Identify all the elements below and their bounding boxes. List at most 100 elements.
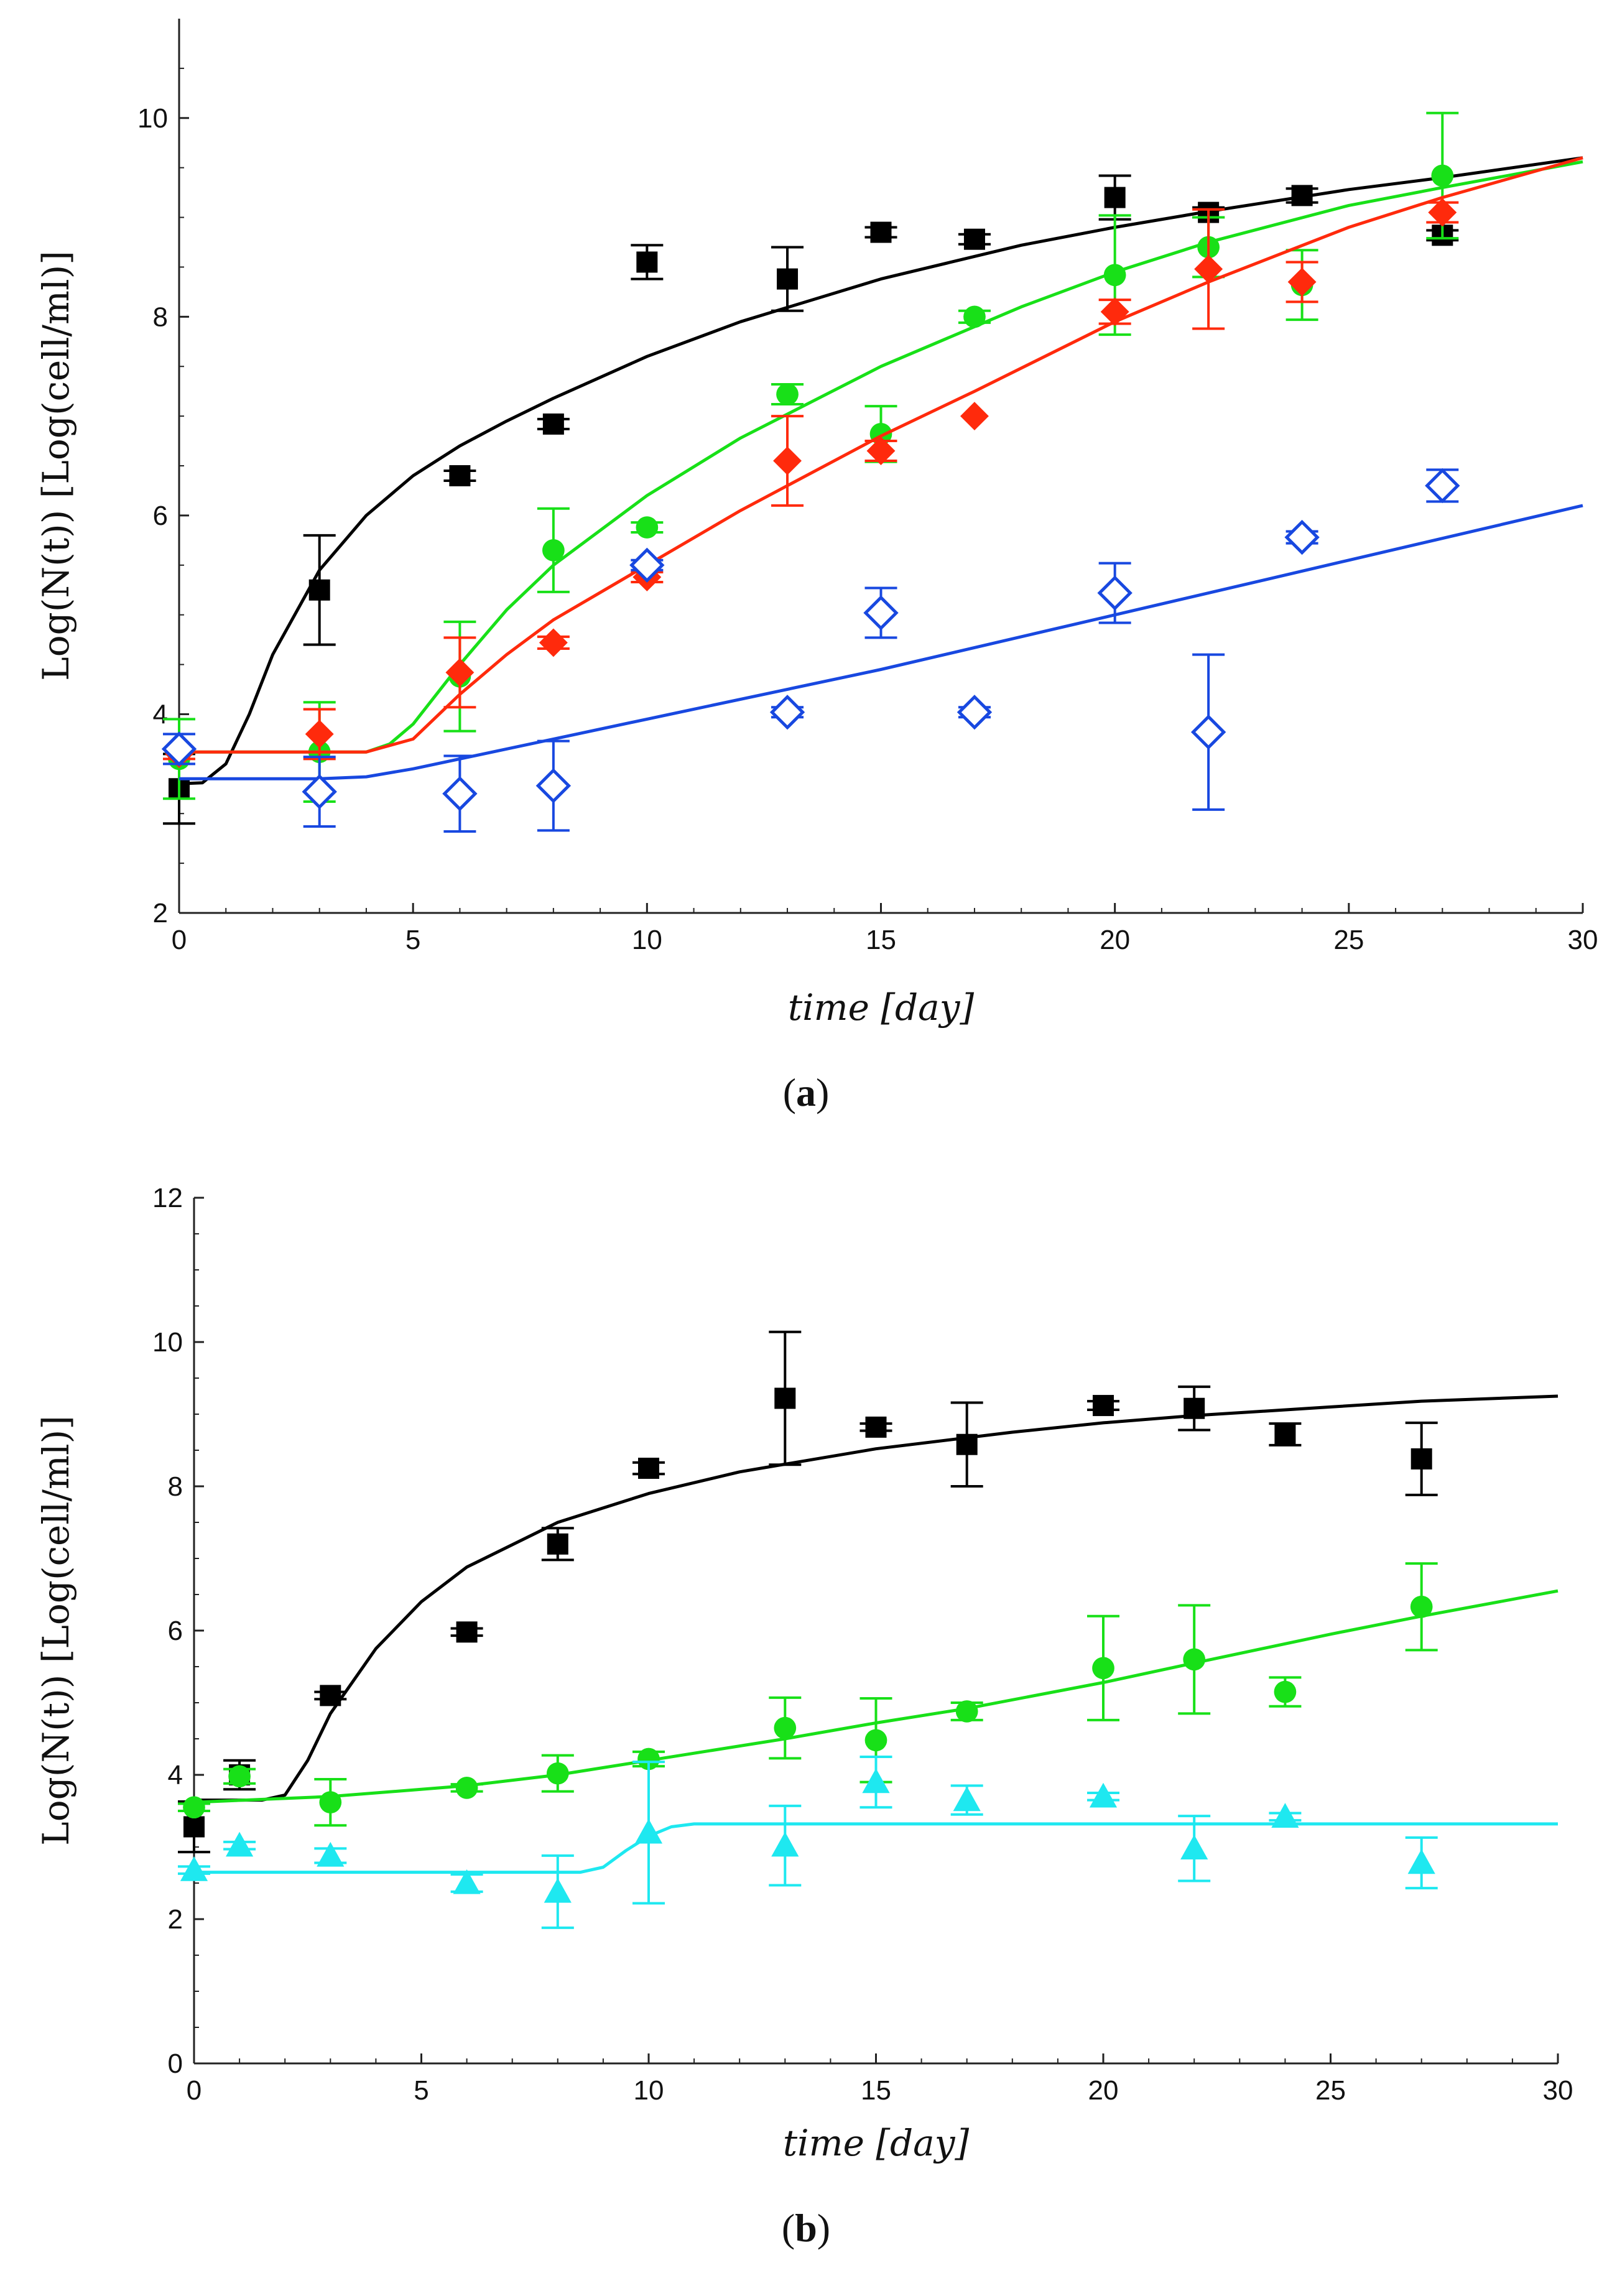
data-point xyxy=(1093,1395,1114,1417)
data-point xyxy=(777,268,799,290)
data-point xyxy=(547,1533,568,1555)
data-point xyxy=(546,1762,569,1785)
panel-caption-b: (b) xyxy=(781,2206,831,2250)
data-point xyxy=(1274,1680,1297,1703)
x-tick-label: 15 xyxy=(866,925,896,955)
data-point xyxy=(1425,468,1460,504)
data-point xyxy=(629,547,665,583)
data-point xyxy=(1194,254,1223,284)
series-1 xyxy=(163,111,1583,803)
data-point xyxy=(161,731,197,767)
y-axis-label-text: Log(N(t)) [Log(cell/ml)] xyxy=(35,1415,77,1846)
data-point xyxy=(638,1458,659,1479)
data-point xyxy=(865,1416,887,1438)
x-tick-label: 5 xyxy=(414,2075,428,2106)
y-axis-label: Log(N(t)) [Log(cell/ml)] xyxy=(35,1415,77,1846)
data-point xyxy=(1407,1849,1435,1874)
x-tick-label: 15 xyxy=(861,2075,891,2106)
data-point xyxy=(320,1685,341,1706)
data-point xyxy=(1431,164,1454,187)
y-tick-label: 2 xyxy=(168,1904,183,1935)
chart-panel-a: 0 5 10 15 20 25 30 2 4 6 8 10 time [day] Log(N(t)) [L… xyxy=(35,19,1598,1114)
data-point xyxy=(866,437,896,465)
data-point xyxy=(1103,264,1126,287)
y-tick-label: 4 xyxy=(153,699,168,729)
data-point xyxy=(956,1433,978,1455)
data-point xyxy=(308,579,330,601)
data-point xyxy=(542,413,564,435)
data-point xyxy=(317,1841,345,1867)
data-point xyxy=(963,305,986,328)
data-point xyxy=(1092,1657,1114,1680)
data-point xyxy=(183,1796,205,1819)
data-point xyxy=(1271,1803,1299,1828)
data-point xyxy=(774,1716,797,1739)
data-point xyxy=(535,768,572,803)
data-point xyxy=(1274,1423,1296,1445)
y-tick-label: 4 xyxy=(168,1760,183,1790)
y-axis-label: Log(N(t)) [Log(cell/ml)] xyxy=(35,251,77,681)
data-point xyxy=(1100,297,1129,326)
data-point xyxy=(776,383,799,405)
data-point xyxy=(305,720,334,749)
data-point xyxy=(1428,198,1457,227)
y-tick-label: 2 xyxy=(153,898,168,928)
fit-curve xyxy=(178,156,1583,785)
data-point xyxy=(1284,519,1320,555)
x-tick-label: 25 xyxy=(1333,925,1364,955)
data-point xyxy=(862,1768,890,1794)
data-point xyxy=(634,1818,663,1844)
data-point xyxy=(453,1869,481,1894)
data-point xyxy=(456,1621,478,1643)
data-point xyxy=(863,595,899,631)
data-point xyxy=(771,1831,799,1857)
data-point xyxy=(870,221,892,243)
x-tick-label: 20 xyxy=(1100,925,1130,955)
x-tick-label: 30 xyxy=(1568,925,1598,955)
series-0 xyxy=(163,156,1583,825)
data-point xyxy=(960,402,989,431)
y-tick-label: 8 xyxy=(153,302,168,332)
y-tick-label: 10 xyxy=(152,1327,183,1358)
data-point xyxy=(773,447,802,475)
data-point xyxy=(1184,1397,1205,1419)
data-point xyxy=(953,1786,981,1812)
y-tick-label: 12 xyxy=(152,1183,183,1213)
y-tick-label: 6 xyxy=(168,1616,183,1646)
data-point xyxy=(636,516,659,539)
panel-caption-a: (a) xyxy=(782,1070,830,1114)
data-point xyxy=(442,776,478,812)
fit-curve xyxy=(179,156,1583,754)
data-point xyxy=(445,658,475,687)
x-axis-label: time [day] xyxy=(788,986,975,1029)
series-0 xyxy=(178,1330,1559,1854)
data-point xyxy=(542,539,565,562)
x-tick-label: 10 xyxy=(634,2075,664,2106)
data-point xyxy=(864,1729,887,1752)
data-point xyxy=(1180,1835,1208,1859)
data-point xyxy=(1291,185,1313,206)
data-point xyxy=(963,228,985,250)
x-tick-label: 0 xyxy=(187,2075,202,2106)
chart-a-svg: 0 5 10 15 20 25 30 2 4 6 8 10 time [day] Log(N(t)) [L… xyxy=(35,19,1598,1029)
fit-curve xyxy=(179,504,1583,780)
series-1 xyxy=(178,1562,1559,1827)
data-point xyxy=(769,695,805,730)
data-point xyxy=(955,1700,978,1723)
y-tick-label: 8 xyxy=(168,1471,183,1502)
chart-b-svg: 0 5 10 15 20 25 30 0 2 4 6 8 10 12 time [day] Log(N(t))… xyxy=(35,1183,1573,2164)
fit-curve xyxy=(194,1394,1559,1802)
x-tick-label: 20 xyxy=(1088,2075,1119,2106)
data-point xyxy=(1104,187,1126,208)
data-point xyxy=(226,1831,254,1857)
data-point xyxy=(319,1791,342,1813)
y-tick-label: 6 xyxy=(153,501,168,531)
series-3 xyxy=(161,468,1583,833)
x-tick-label: 30 xyxy=(1543,2075,1573,2106)
data-point xyxy=(228,1765,251,1788)
data-point xyxy=(449,465,471,486)
data-point xyxy=(1410,1448,1432,1470)
series-2 xyxy=(178,1756,1558,1929)
data-point xyxy=(1410,1595,1433,1618)
data-point xyxy=(544,1877,572,1903)
